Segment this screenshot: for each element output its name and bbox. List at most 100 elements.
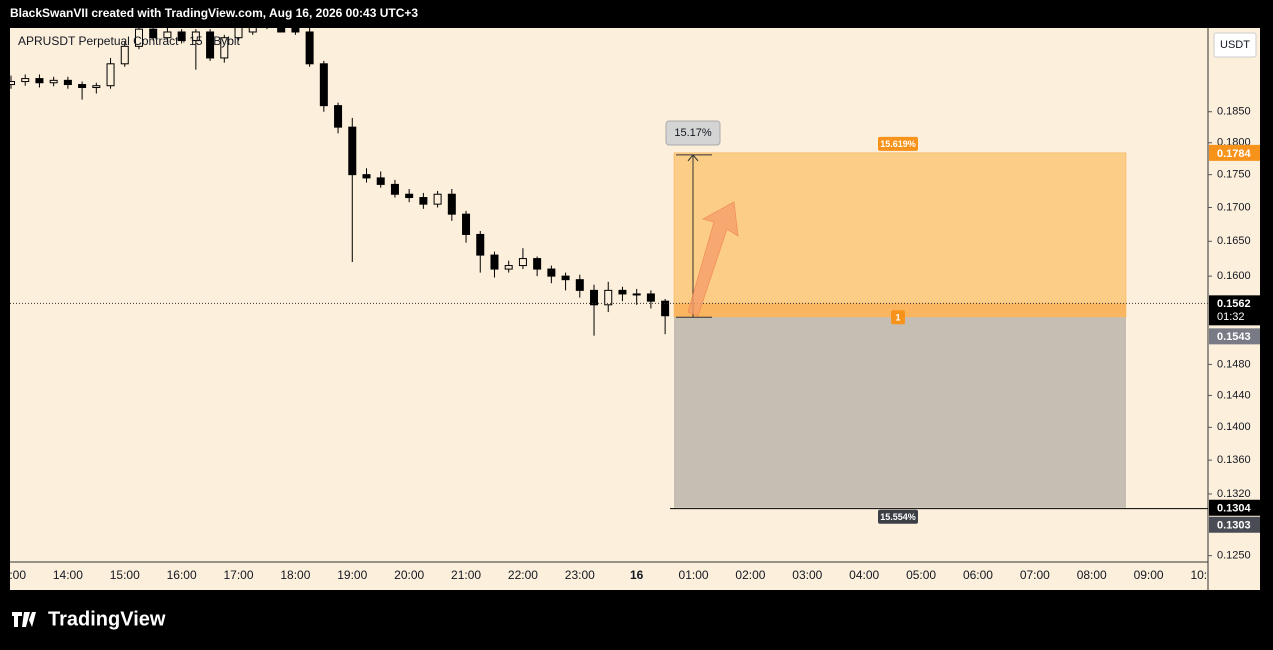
- candle-body: [547, 268, 556, 277]
- symbol-title: APRUSDT Perpetual Contract · 15 · Bybit: [18, 34, 241, 48]
- trend-arrow: [687, 201, 739, 317]
- measure-box: [665, 120, 721, 146]
- x-tick-label: 05:00: [906, 568, 936, 582]
- candle-body: [433, 193, 442, 205]
- x-tick-label: 09:00: [1134, 568, 1164, 582]
- currency-box[interactable]: [1213, 32, 1257, 58]
- candle-body: [134, 28, 143, 47]
- candle-body: [334, 105, 343, 128]
- x-tick-label: 16:00: [167, 568, 197, 582]
- entry-price: 0.1543: [1217, 331, 1251, 343]
- y-tick-label: 0.1320: [1217, 488, 1251, 500]
- y-tick-label: 0.1650: [1217, 235, 1251, 247]
- candle-body: [362, 174, 371, 179]
- price-axis: 0.18500.18000.17500.17000.16500.16000.14…: [1208, 106, 1260, 562]
- header-text: BlackSwanVII created with TradingView.co…: [10, 6, 418, 20]
- candle-body: [490, 254, 499, 270]
- stop-price: 0.1304: [1217, 503, 1252, 515]
- candle-body: [618, 289, 627, 295]
- x-tick-label: 10:00: [1190, 568, 1220, 582]
- candle-body: [590, 289, 599, 306]
- candle-body: [120, 45, 129, 65]
- candle-body: [220, 37, 229, 59]
- x-tick-label: 22:00: [508, 568, 538, 582]
- candle-body: [10, 81, 15, 86]
- x-tick-label: 04:00: [849, 568, 879, 582]
- x-tick-label: 14:00: [53, 568, 83, 582]
- x-tick-label: 02:00: [735, 568, 765, 582]
- candle-body: [305, 31, 314, 65]
- stop-zone: [674, 317, 1126, 508]
- y-tick-label: 0.1400: [1217, 421, 1251, 433]
- candle-body: [504, 265, 513, 270]
- x-tick-label: 15:00: [110, 568, 140, 582]
- candle-body: [106, 63, 115, 87]
- last-price-bg: [1209, 295, 1260, 326]
- candle-body: [206, 31, 215, 59]
- y-tick-label: 0.1440: [1217, 389, 1251, 401]
- candle-body: [21, 78, 30, 83]
- candle-body: [646, 293, 655, 302]
- candle-body: [348, 126, 357, 176]
- x-tick-label: 03:00: [792, 568, 822, 582]
- x-tick-label: 20:00: [394, 568, 424, 582]
- target-percent-bg: [878, 136, 918, 151]
- quantity: 1: [895, 313, 900, 323]
- quantity-bg: [891, 310, 905, 325]
- currency: USDT: [1220, 39, 1250, 51]
- candle-body: [92, 85, 101, 89]
- candle-body: [191, 31, 200, 42]
- candle-body: [518, 258, 527, 267]
- stop-line-price: 0.1303: [1217, 520, 1251, 532]
- candle-body: [476, 233, 485, 256]
- measure-label: 15.17%: [674, 127, 712, 139]
- candle-body: [163, 31, 172, 39]
- candle-body: [248, 28, 257, 33]
- y-tick-label: 0.1850: [1217, 106, 1251, 118]
- x-tick-label: 19:00: [337, 568, 367, 582]
- candle-body: [561, 275, 570, 281]
- logo-text: TradingView: [48, 608, 166, 630]
- y-tick-label: 0.1750: [1217, 169, 1251, 181]
- y-tick-label: 0.1600: [1217, 270, 1251, 282]
- candle-body: [78, 84, 87, 89]
- x-tick-label: 06:00: [963, 568, 993, 582]
- logo-icon: [12, 612, 36, 627]
- plot: 15.17% 15.619% 1 15.554%: [10, 28, 1208, 524]
- target-price-bg: [1209, 144, 1260, 161]
- candle-body: [419, 197, 428, 205]
- stop-line-price-bg: [1209, 516, 1260, 533]
- stop-price-bg: [1209, 499, 1260, 516]
- candle-body: [390, 183, 399, 195]
- stop-percent-bg: [878, 509, 918, 524]
- x-tick-label: 08:00: [1077, 568, 1107, 582]
- x-tick-label: 13:00: [0, 568, 26, 582]
- candle-body: [177, 31, 186, 42]
- x-tick-label: 17:00: [224, 568, 254, 582]
- candle-body: [661, 300, 670, 317]
- stop-percent: 15.554%: [880, 512, 916, 522]
- candle-body: [63, 79, 72, 86]
- logo: [12, 612, 36, 627]
- candle-body: [277, 28, 286, 33]
- x-tick-label: 07:00: [1020, 568, 1050, 582]
- x-tick-label: 16: [630, 568, 644, 582]
- candle-body: [149, 28, 158, 39]
- time-axis: 13:00 14:00 15:00 16:00 17:00 18:00 19:00 20:00…: [0, 568, 1220, 582]
- candle-body: [632, 293, 641, 296]
- candle-body: [234, 28, 243, 39]
- candle-body: [319, 63, 328, 107]
- y-tick-label: 0.1360: [1217, 454, 1251, 466]
- candle-body: [575, 279, 584, 291]
- x-tick-label: 23:00: [565, 568, 595, 582]
- entry-price-bg: [1209, 328, 1260, 345]
- candle-body: [462, 213, 471, 235]
- y-tick-label: 0.1250: [1217, 550, 1251, 562]
- candle-body: [376, 177, 385, 185]
- candle-body: [49, 79, 58, 84]
- candle-body: [405, 193, 414, 199]
- x-tick-label: 21:00: [451, 568, 481, 582]
- target-percent: 15.619%: [880, 139, 916, 149]
